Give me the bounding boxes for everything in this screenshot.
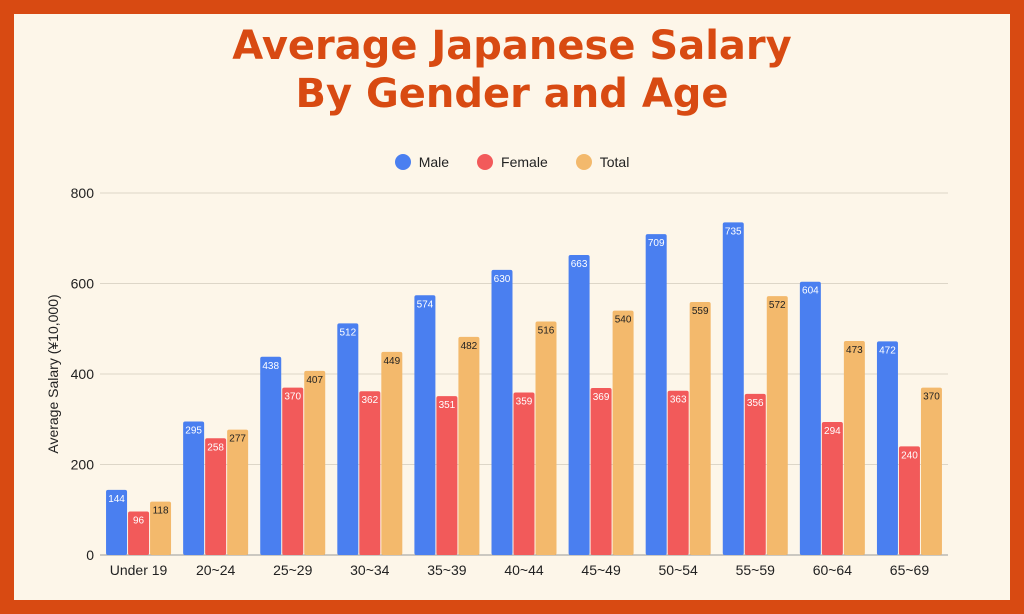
- bar: [150, 501, 172, 555]
- bar: [799, 281, 821, 555]
- bar: [183, 421, 205, 555]
- data-label: 559: [692, 306, 709, 317]
- bar: [568, 254, 590, 555]
- data-label: 351: [439, 400, 456, 411]
- y-tick-label: 200: [71, 457, 95, 473]
- x-tick-label: 40~44: [504, 562, 544, 578]
- data-label: 96: [133, 516, 145, 527]
- data-label: 540: [615, 315, 632, 326]
- x-tick-label: 20~24: [196, 562, 236, 578]
- bar: [304, 370, 326, 555]
- legend-item-female: Female: [477, 154, 548, 170]
- data-label: 482: [461, 341, 478, 352]
- bar: [920, 387, 942, 555]
- bar: [689, 302, 711, 555]
- y-tick-label: 800: [71, 185, 95, 201]
- bar: [106, 489, 128, 555]
- bar: [766, 296, 788, 555]
- x-tick-label: 60~64: [813, 562, 853, 578]
- data-label: 370: [284, 392, 301, 403]
- legend-label-total: Total: [599, 154, 630, 170]
- bar: [876, 341, 898, 555]
- bar: [590, 388, 612, 555]
- legend-label-female: Female: [501, 154, 548, 170]
- data-label: 356: [747, 398, 764, 409]
- bar: [436, 396, 458, 555]
- x-tick-label: 30~34: [350, 562, 390, 578]
- legend-item-total: Total: [575, 154, 630, 170]
- data-label: 362: [361, 395, 378, 406]
- bar: [513, 392, 535, 555]
- data-label: 369: [593, 392, 610, 403]
- data-label: 472: [879, 345, 896, 356]
- bar: [491, 269, 513, 555]
- chart-title: Average Japanese Salary By Gender and Ag…: [0, 22, 1024, 118]
- x-tick-label: 50~54: [659, 562, 699, 578]
- data-label: 630: [494, 274, 511, 285]
- y-tick-label: 0: [86, 547, 94, 563]
- x-tick-label: Under 19: [110, 562, 168, 578]
- bar: [414, 295, 436, 555]
- y-axis-label: Average Salary (¥10,000): [45, 294, 61, 453]
- legend-swatch-total: [575, 154, 592, 170]
- bar: [128, 511, 150, 555]
- data-label: 277: [229, 434, 246, 445]
- data-label: 709: [648, 238, 665, 249]
- x-tick-label: 65~69: [890, 562, 930, 578]
- bar: [744, 393, 766, 555]
- bar: [722, 222, 744, 555]
- data-label: 473: [846, 345, 863, 356]
- data-label: 294: [824, 426, 841, 437]
- bar: [381, 351, 403, 555]
- data-label: 240: [901, 450, 918, 461]
- bar: [843, 340, 865, 555]
- bar: [260, 356, 282, 555]
- legend-item-male: Male: [394, 154, 450, 170]
- chart-title-line-1: Average Japanese Salary: [232, 23, 792, 69]
- y-tick-label: 600: [71, 276, 95, 292]
- data-label: 438: [262, 361, 279, 372]
- chart-title-line-2: By Gender and Age: [295, 71, 729, 117]
- data-label: 370: [923, 392, 940, 403]
- data-label: 407: [306, 375, 323, 386]
- data-label: 363: [670, 395, 687, 406]
- bar: [282, 387, 304, 555]
- legend-label-male: Male: [418, 154, 450, 170]
- data-label: 359: [516, 397, 533, 408]
- x-tick-label: 45~49: [581, 562, 621, 578]
- data-label: 144: [108, 494, 125, 505]
- data-label: 295: [185, 426, 202, 437]
- bar: [458, 336, 480, 555]
- data-label: 449: [383, 356, 400, 367]
- data-label: 604: [802, 286, 819, 297]
- data-label: 735: [725, 226, 742, 237]
- chart-legend: Male Female Total: [0, 154, 1024, 170]
- data-label: 118: [153, 506, 169, 517]
- bar: [359, 391, 381, 555]
- data-label: 516: [538, 326, 555, 337]
- bar: [612, 310, 634, 555]
- x-tick-label: 35~39: [427, 562, 467, 578]
- bar: [205, 438, 227, 555]
- x-tick-label: 25~29: [273, 562, 313, 578]
- data-label: 258: [207, 442, 224, 453]
- y-tick-label: 400: [71, 366, 95, 382]
- bar: [337, 323, 359, 555]
- bar: [645, 234, 667, 556]
- legend-swatch-female: [477, 154, 494, 170]
- bar: [535, 321, 557, 555]
- data-label: 572: [769, 300, 786, 311]
- bar: [898, 446, 920, 555]
- data-label: 512: [339, 327, 356, 338]
- legend-swatch-male: [394, 154, 411, 170]
- bar: [227, 429, 249, 555]
- data-label: 574: [417, 299, 434, 310]
- bar: [667, 390, 689, 555]
- x-tick-label: 55~59: [736, 562, 776, 578]
- bar: [821, 421, 843, 555]
- data-label: 663: [571, 259, 588, 270]
